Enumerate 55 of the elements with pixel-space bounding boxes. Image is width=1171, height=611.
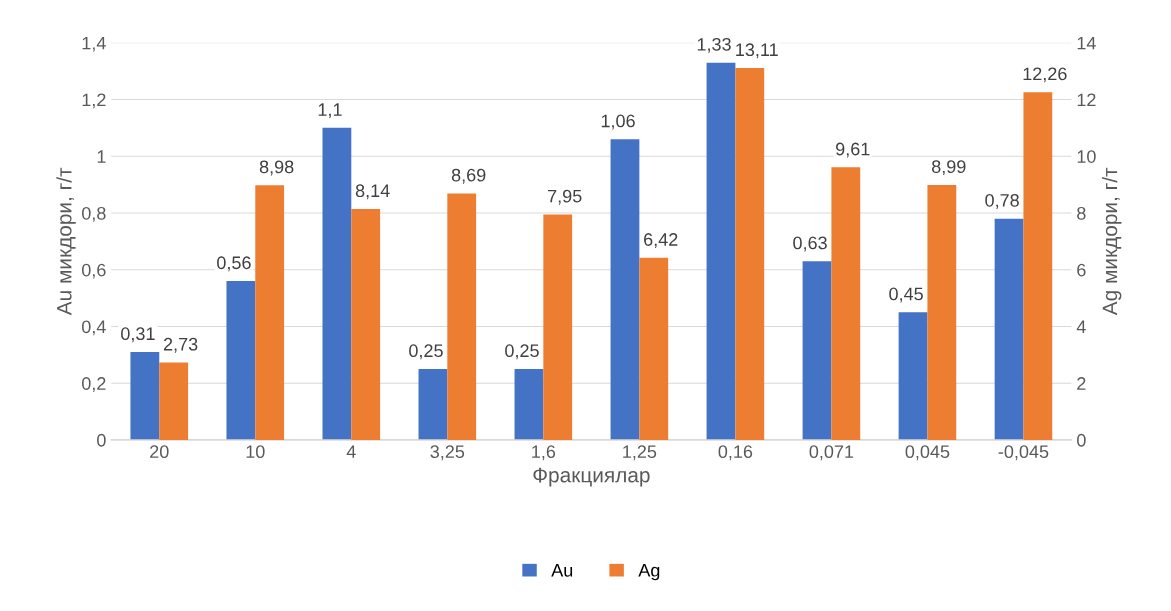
data-label: 1,33: [697, 37, 731, 53]
data-label: 0,31: [121, 327, 155, 343]
y-tick-label: 0,2: [81, 377, 106, 393]
legend-label: Au: [551, 564, 573, 577]
x-tick-label: 20: [150, 445, 169, 459]
bar: [418, 369, 448, 440]
y2-tick-label: 0: [1077, 433, 1086, 447]
data-label: 1,1: [318, 103, 342, 119]
x-tick-label: 4: [346, 445, 356, 458]
legend-label: Ag: [638, 564, 660, 581]
y-tick-label: 0,6: [81, 263, 106, 279]
y2-tick-label: 6: [1077, 263, 1086, 277]
x-tick-label: 1,25: [623, 445, 657, 461]
data-label: 0,25: [505, 344, 539, 360]
data-label: 8,69: [451, 168, 486, 184]
data-label: 8,99: [932, 160, 966, 176]
y2-tick-label: 14: [1077, 36, 1096, 50]
data-label: 1,06: [601, 114, 635, 130]
y2-axis-title: Ag микдори, г/т: [1101, 167, 1122, 316]
y-tick-label: 1,2: [82, 93, 106, 109]
y-tick-label: 1: [97, 150, 106, 163]
y-tick-label: 1,4: [82, 36, 106, 52]
data-label: 0,56: [217, 256, 251, 272]
data-label: 7,95: [548, 189, 582, 205]
data-label: 0,78: [985, 193, 1019, 209]
bar: [514, 369, 544, 440]
y-tick-label: 0,4: [81, 320, 106, 336]
y2-tick-label: 8: [1077, 206, 1086, 220]
data-label: 0,45: [889, 287, 923, 303]
x-tick-label: 3,25: [430, 445, 465, 461]
x-tick-label: 0,16: [718, 445, 753, 461]
data-label: 13,11: [736, 43, 778, 59]
data-label: 2,73: [163, 337, 198, 353]
bar: [447, 193, 477, 440]
data-label: 9,61: [836, 142, 870, 158]
data-label: 8,98: [259, 160, 294, 176]
data-label: 0,63: [793, 236, 827, 252]
data-label: 6,42: [644, 233, 678, 249]
x-tick-label: 1,6: [532, 445, 556, 461]
data-label: 0,25: [409, 344, 443, 360]
y2-tick-label: 12: [1077, 93, 1096, 107]
x-tick-label: 0,071: [809, 445, 854, 461]
x-axis-title: Фракциялар: [533, 467, 650, 487]
y2-tick-label: 4: [1076, 320, 1086, 333]
y2-tick-label: 10: [1077, 150, 1096, 163]
y-tick-label: 0: [97, 433, 106, 447]
x-tick-label: -0,045: [998, 445, 1049, 461]
y2-tick-label: 2: [1077, 377, 1086, 390]
x-tick-label: 10: [246, 445, 265, 459]
data-label: 8,14: [355, 184, 390, 200]
x-tick-label: 0,045: [905, 445, 950, 461]
data-label: 12,26: [1023, 67, 1067, 83]
bar: [543, 214, 573, 440]
y-axis-title: Au микдори, г/т: [56, 167, 76, 316]
y-tick-label: 0,8: [81, 206, 106, 222]
